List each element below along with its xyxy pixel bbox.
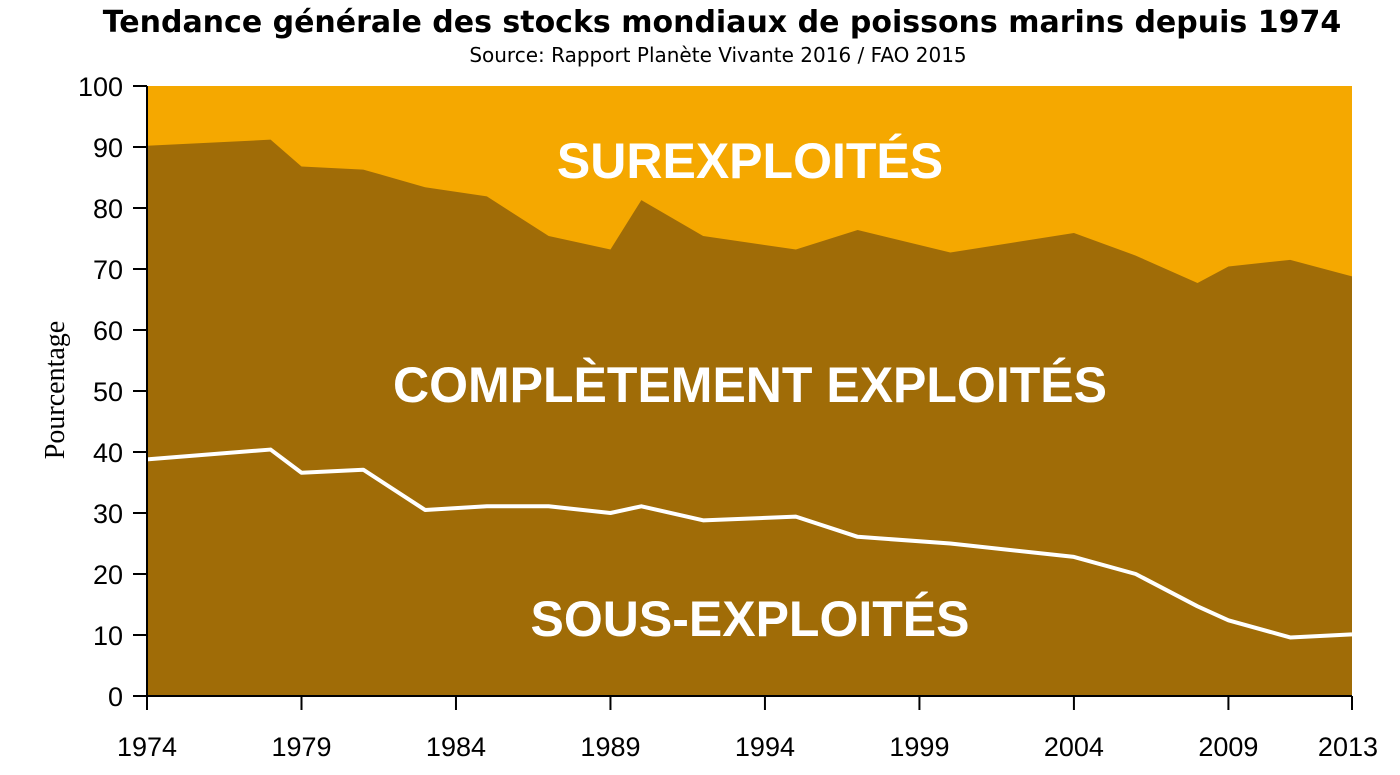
y-tick-label: 0	[108, 682, 123, 712]
y-tick-label: 80	[93, 194, 123, 224]
y-tick-label: 40	[93, 438, 123, 468]
underexploited-label: SOUS-EXPLOITÉS	[531, 591, 970, 647]
fully-exploited-area	[147, 139, 1352, 696]
y-tick-label: 30	[93, 499, 123, 529]
x-tick-label: 2004	[1044, 732, 1104, 762]
x-tick-label: 1994	[735, 732, 795, 762]
y-tick-label: 50	[93, 377, 123, 407]
x-tick-label: 1974	[117, 732, 177, 762]
x-tick-label: 1999	[889, 732, 949, 762]
y-tick-label: 20	[93, 560, 123, 590]
overexploited-label: SUREXPLOITÉS	[557, 133, 943, 189]
y-tick-label: 10	[93, 621, 123, 651]
y-tick-label: 60	[93, 316, 123, 346]
plot-area	[146, 86, 1353, 696]
x-tick-label: 1989	[580, 732, 640, 762]
y-tick-label: 70	[93, 255, 123, 285]
x-tick-label: 1979	[271, 732, 331, 762]
x-ticks: 1974 1979 1984 1989 1994 1999 2004 2009 2013	[117, 696, 1378, 762]
y-tick-label: 90	[93, 133, 123, 163]
x-tick-label: 1984	[426, 732, 486, 762]
chart-subtitle: Source: Rapport Planète Vivante 2016 / F…	[469, 43, 966, 67]
y-ticks: 0 10 20 30 40 50 60 70 80 90 100	[78, 72, 147, 712]
y-axis-label: Pourcentage	[40, 321, 71, 459]
fully-exploited-label: COMPLÈTEMENT EXPLOITÉS	[393, 357, 1107, 413]
underexploited-line	[146, 447, 1353, 640]
y-tick-label: 100	[78, 72, 123, 102]
x-tick-label: 2013	[1318, 732, 1378, 762]
chart-title: Tendance générale des stocks mondiaux de…	[103, 5, 1341, 40]
x-tick-label: 2009	[1198, 732, 1258, 762]
